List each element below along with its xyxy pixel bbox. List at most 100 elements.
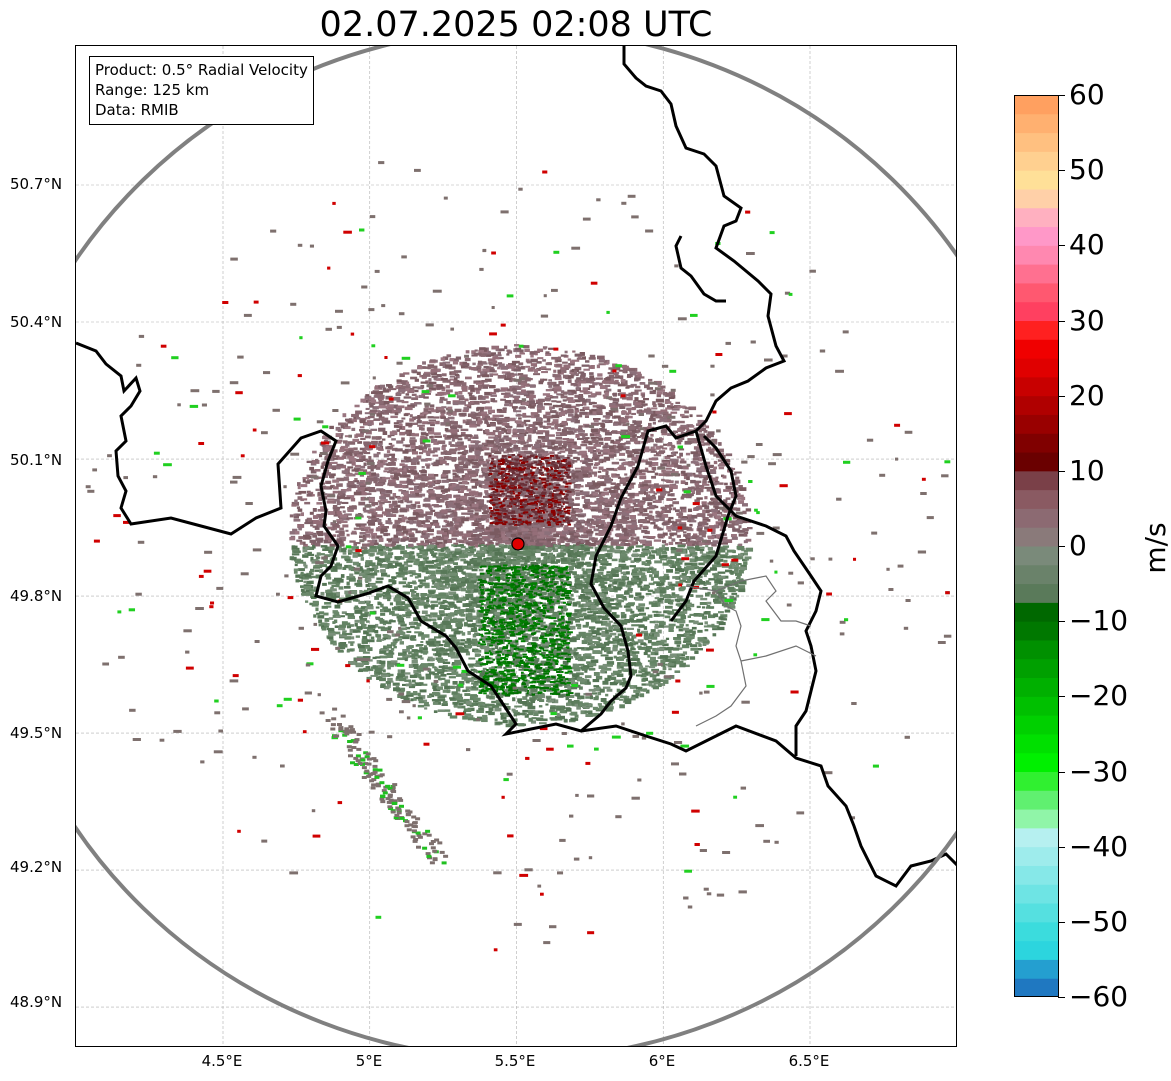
echo-pixel bbox=[689, 414, 693, 418]
echo-pixel bbox=[438, 699, 446, 702]
echo-pixel bbox=[649, 574, 653, 578]
echo-pixel bbox=[680, 516, 689, 520]
echo-pixel bbox=[568, 562, 572, 566]
echo-pixel bbox=[548, 439, 556, 442]
echo-pixel bbox=[625, 608, 632, 611]
echo-pixel bbox=[660, 506, 665, 510]
echo-pixel bbox=[433, 416, 440, 419]
echo-pixel bbox=[575, 434, 580, 438]
echo-pixel bbox=[437, 670, 445, 674]
echo-pixel bbox=[603, 395, 608, 399]
echo-pixel bbox=[448, 591, 457, 596]
echo-pixel bbox=[486, 620, 493, 625]
echo-pixel bbox=[561, 420, 568, 425]
echo-pixel bbox=[694, 481, 700, 486]
echo-pixel bbox=[324, 618, 330, 622]
echo-pixel bbox=[372, 406, 379, 410]
echo-pixel bbox=[674, 571, 680, 574]
echo-pixel bbox=[701, 501, 707, 505]
echo-pixel bbox=[468, 459, 473, 464]
echo-pixel bbox=[430, 606, 435, 610]
echo-pixel bbox=[629, 508, 635, 513]
echo-pixel bbox=[473, 380, 479, 384]
echo-pixel bbox=[432, 554, 437, 558]
echo-pixel bbox=[516, 645, 523, 648]
echo-pixel bbox=[391, 541, 396, 545]
echo-pixel bbox=[307, 551, 312, 556]
echo-pixel bbox=[592, 692, 598, 695]
echo-pixel bbox=[591, 471, 598, 475]
echo-pixel bbox=[293, 513, 297, 517]
echo-pixel bbox=[654, 623, 659, 627]
echo-pixel bbox=[414, 576, 419, 579]
echo-pixel bbox=[668, 599, 674, 602]
echo-pixel bbox=[370, 542, 379, 546]
echo-pixel bbox=[582, 624, 589, 628]
echo-pixel bbox=[387, 517, 391, 522]
echo-pixel bbox=[428, 387, 437, 391]
echo-pixel bbox=[648, 457, 657, 461]
echo-pixel bbox=[491, 492, 495, 495]
echo-pixel bbox=[391, 514, 397, 517]
echo-pixel bbox=[558, 380, 564, 385]
echo-pixel bbox=[587, 611, 593, 614]
echo-pixel bbox=[521, 447, 528, 451]
echo-pixel bbox=[675, 401, 681, 405]
echo-pixel bbox=[432, 666, 437, 669]
echo-pixel bbox=[555, 559, 561, 563]
echo-pixel bbox=[324, 457, 330, 461]
echo-pixel bbox=[433, 545, 438, 549]
echo-pixel bbox=[579, 554, 586, 558]
echo-pixel bbox=[384, 637, 391, 640]
echo-pixel bbox=[333, 619, 338, 624]
echo-pixel bbox=[671, 586, 675, 591]
echo-pixel bbox=[350, 636, 355, 640]
echo-pixel bbox=[576, 540, 585, 544]
echo-pixel bbox=[485, 459, 491, 462]
echo-pixel bbox=[501, 427, 506, 430]
echo-pixel bbox=[738, 588, 746, 593]
echo-pixel bbox=[676, 595, 683, 599]
echo-pixel bbox=[613, 489, 619, 494]
echo-pixel bbox=[515, 488, 521, 491]
echo-pixel bbox=[693, 480, 702, 484]
echo-pixel bbox=[374, 596, 380, 600]
echo-pixel bbox=[551, 541, 556, 545]
echo-pixel bbox=[505, 603, 512, 607]
echo-pixel bbox=[320, 485, 327, 490]
echo-pixel bbox=[419, 699, 428, 702]
echo-pixel bbox=[388, 505, 393, 508]
echo-pixel bbox=[408, 681, 412, 684]
echo-pixel bbox=[458, 391, 463, 395]
echo-pixel bbox=[467, 438, 471, 442]
echo-pixel bbox=[533, 580, 540, 584]
echo-pixel bbox=[375, 580, 383, 584]
echo-pixel bbox=[497, 577, 505, 580]
echo-pixel bbox=[619, 648, 626, 651]
echo-pixel bbox=[332, 621, 336, 624]
echo-pixel bbox=[660, 486, 666, 491]
echo-pixel bbox=[735, 521, 742, 525]
echo-pixel bbox=[545, 351, 550, 354]
echo-pixel bbox=[592, 613, 597, 617]
echo-pixel bbox=[470, 694, 478, 697]
echo-pixel bbox=[600, 654, 609, 657]
echo-pixel bbox=[474, 543, 479, 548]
echo-pixel bbox=[537, 357, 544, 360]
echo-pixel bbox=[356, 481, 364, 485]
echo-pixel bbox=[553, 374, 561, 378]
echo-pixel bbox=[686, 472, 693, 475]
echo-pixel bbox=[633, 634, 637, 639]
echo-pixel bbox=[544, 473, 548, 476]
echo-pixel bbox=[439, 362, 446, 367]
echo-pixel bbox=[637, 639, 644, 643]
echo-pixel bbox=[674, 670, 681, 673]
echo-pixel bbox=[514, 705, 523, 708]
radar-map[interactable]: Product: 0.5° Radial Velocity Range: 125… bbox=[75, 45, 957, 1047]
echo-pixel bbox=[533, 692, 540, 695]
echo-pixel bbox=[485, 366, 494, 370]
echo-pixel bbox=[523, 445, 532, 448]
echo-pixel bbox=[407, 448, 412, 452]
echo-pixel bbox=[650, 576, 654, 581]
echo-pixel bbox=[353, 606, 359, 610]
